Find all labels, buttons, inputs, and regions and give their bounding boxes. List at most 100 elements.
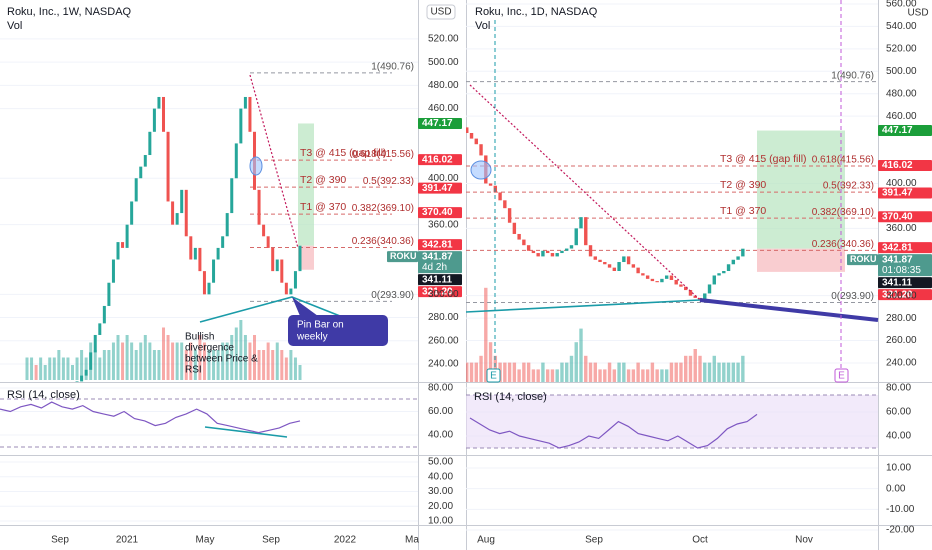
- volume-bar: [703, 362, 707, 382]
- candle: [35, 428, 38, 434]
- volume-bar: [280, 350, 284, 380]
- candle: [717, 273, 721, 276]
- chart-title: Roku, Inc., 1D, NASDAQ: [475, 6, 598, 18]
- earnings-marker[interactable]: [834, 368, 849, 383]
- candle: [298, 245, 302, 272]
- volume-group: [25, 320, 302, 380]
- candle: [684, 286, 688, 291]
- candle: [466, 127, 469, 133]
- candle: [517, 233, 521, 240]
- candle: [741, 248, 745, 257]
- volume-bar: [536, 369, 540, 382]
- price-tag: [878, 277, 932, 289]
- candle: [731, 259, 736, 265]
- price-tick-label: 460.00: [886, 111, 917, 122]
- symbol-tag: [387, 251, 418, 263]
- candle: [189, 236, 193, 260]
- volume-bar: [484, 287, 488, 382]
- candle: [655, 281, 659, 283]
- candle: [612, 267, 617, 271]
- volume-bar: [212, 350, 216, 380]
- volume-bar: [726, 362, 731, 382]
- time-label: 2022: [334, 535, 357, 546]
- volume-bar: [622, 362, 626, 382]
- lower-tick-label: 40.00: [428, 471, 453, 482]
- candle: [257, 189, 261, 225]
- volume-bar: [503, 362, 507, 382]
- volume: [25, 287, 745, 382]
- volume-bar: [584, 355, 588, 382]
- candle: [593, 256, 597, 260]
- target-label: T1 @ 370: [300, 201, 346, 213]
- rsi-tick-label: 40.00: [886, 431, 911, 442]
- price-tick-label: 300.00: [428, 289, 459, 300]
- volume-bar: [522, 362, 526, 382]
- candle: [569, 245, 574, 249]
- volume-bar: [474, 362, 478, 382]
- price-tag: [418, 117, 462, 129]
- callout: [288, 315, 388, 346]
- candle: [175, 213, 179, 225]
- candle: [30, 428, 33, 434]
- fib-label: 1(490.76): [831, 70, 874, 81]
- volume-bar: [166, 335, 170, 380]
- volume-bar: [655, 369, 659, 382]
- candle: [645, 275, 650, 279]
- price-tag-label: 370.40: [422, 207, 453, 218]
- time-label: Sep: [51, 535, 69, 546]
- target-label: T1 @ 370: [720, 205, 766, 217]
- volume-bar: [284, 357, 288, 380]
- fib-label: 0.5(392.33): [363, 176, 414, 187]
- price-tick-label: 240.00: [428, 359, 459, 370]
- candle: [479, 144, 483, 156]
- candle: [162, 96, 165, 132]
- fib-label: 0.382(369.10): [352, 203, 414, 214]
- profit-zone: [298, 123, 314, 246]
- volume-bar: [84, 357, 88, 380]
- candle: [230, 178, 234, 214]
- price-tag: [878, 242, 932, 254]
- time-label: Oct: [692, 535, 708, 546]
- volume-bar: [517, 369, 521, 382]
- price-tick-label: 400.00: [886, 178, 917, 189]
- volume-bar: [189, 342, 193, 380]
- earnings-marker[interactable]: [486, 368, 501, 383]
- gap-marker: [470, 160, 492, 180]
- candle-group: [466, 127, 745, 301]
- volume-bar: [180, 342, 184, 380]
- currency: USD: [907, 8, 928, 19]
- volume-bar: [550, 369, 555, 382]
- volume-bar: [664, 369, 669, 382]
- candles: [30, 96, 745, 434]
- time-label: 2021: [116, 535, 139, 546]
- volume-bar: [479, 355, 483, 382]
- volume-bar: [579, 328, 583, 382]
- price-tag: [418, 154, 462, 166]
- candle: [262, 224, 266, 237]
- lower-tick-label: 30.00: [428, 486, 453, 497]
- volume-bar: [588, 362, 593, 382]
- volume-bar: [717, 362, 721, 382]
- price-tick-label: 500.00: [886, 66, 917, 77]
- currency-box[interactable]: [426, 4, 456, 20]
- time-label: Ma: [405, 535, 419, 546]
- rsi-divergence-line: [204, 426, 288, 438]
- candle: [280, 259, 284, 283]
- price-tag-label: 341.11: [882, 277, 912, 288]
- annotation: Bullish: [185, 332, 214, 343]
- target-boxes: [298, 123, 845, 272]
- target-label: T2 @ 390: [300, 174, 346, 186]
- price-tag: [418, 182, 462, 194]
- candle: [660, 278, 664, 283]
- volume-bar: [121, 342, 125, 380]
- time-label: May: [196, 535, 215, 546]
- volume-bar: [193, 350, 197, 380]
- volume-bar: [626, 369, 631, 382]
- volume-bar: [175, 342, 179, 380]
- volume-bar: [34, 365, 38, 380]
- volume-bar: [641, 369, 645, 382]
- candle: [574, 228, 578, 246]
- symbol-label: ROKU: [390, 251, 417, 261]
- candle: [266, 236, 270, 248]
- lower-tick-label: 10.00: [428, 516, 453, 527]
